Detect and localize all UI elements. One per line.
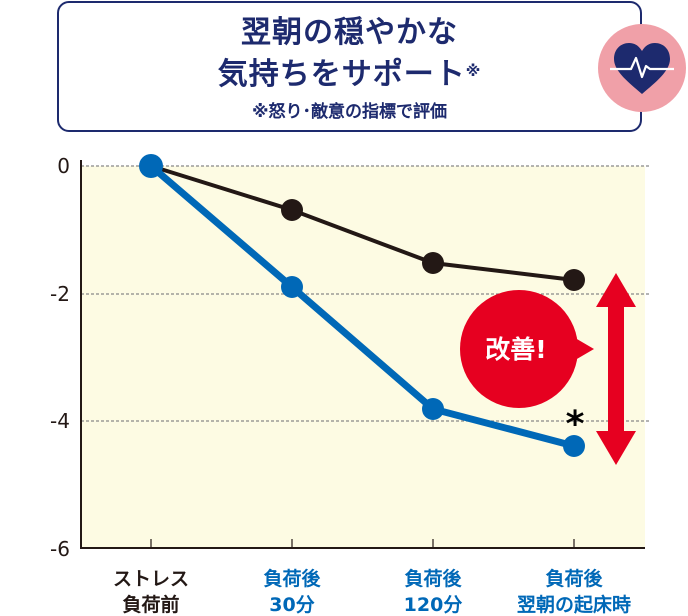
x-label-1-line2: 30分 [269, 594, 314, 616]
data-point [139, 154, 163, 178]
data-point [563, 435, 585, 457]
y-tick-0: 0 [57, 154, 70, 178]
double-arrow-icon [596, 273, 636, 465]
y-tick-minus2: -2 [50, 282, 70, 306]
x-label-3-line2: 翌朝の起床時 [517, 593, 631, 616]
data-point [422, 398, 444, 420]
x-label-1-line1: 負荷後 [263, 567, 321, 590]
title-line-2: 気持ちをサポート※ [59, 55, 640, 95]
y-tick-minus6: -6 [50, 537, 70, 561]
data-point [563, 269, 585, 291]
title-footnote-mark: ※ [465, 62, 482, 80]
x-ticks [150, 539, 575, 548]
x-label-2-line2: 120分 [404, 594, 463, 616]
improvement-bubble: 改善! [460, 290, 594, 408]
title-line-1: 翌朝の穏やかな [241, 15, 458, 50]
series-black [150, 164, 585, 291]
series-blue [139, 154, 585, 457]
x-labels: ストレス 負荷前 負荷後 30分 負荷後 120分 負荷後 翌朝の起床時 [113, 567, 631, 616]
x-label-0-line2: 負荷前 [122, 593, 179, 616]
heart-pulse-icon [598, 24, 686, 112]
data-point [281, 276, 303, 298]
footnote-subtitle: ※怒り･敵意の指標で評価 [251, 102, 448, 122]
bubble-text: 改善! [485, 335, 546, 364]
x-label-3-line1: 負荷後 [545, 567, 603, 590]
significance-asterisk: * [566, 404, 585, 445]
x-label-2-line1: 負荷後 [404, 567, 462, 590]
data-point [281, 199, 303, 221]
title-box: 翌朝の穏やかな 気持ちをサポート※ ※怒り･敵意の指標で評価 [57, 1, 642, 132]
x-label-0-line1: ストレス [113, 568, 189, 590]
data-point [422, 252, 444, 274]
y-tick-minus4: -4 [50, 409, 70, 433]
title-line-2-text: 気持ちをサポート [217, 57, 466, 92]
